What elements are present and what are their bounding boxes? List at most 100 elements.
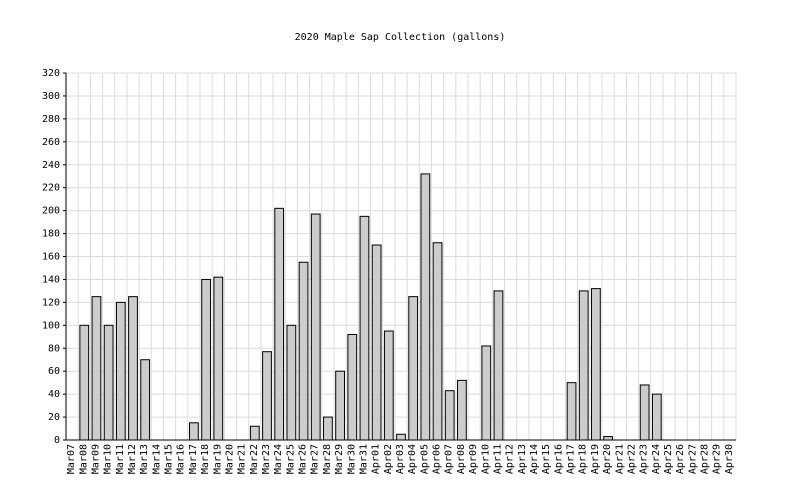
bar bbox=[140, 359, 151, 441]
x-tick-label: Mar24 bbox=[273, 444, 284, 474]
bar bbox=[201, 278, 211, 441]
bar bbox=[493, 290, 504, 441]
y-tick-label: 180 bbox=[42, 229, 60, 240]
x-tick-label: Apr27 bbox=[687, 444, 698, 474]
x-tick-label: Apr29 bbox=[712, 444, 723, 474]
x-tick-label: Apr14 bbox=[529, 444, 540, 474]
x-tick-label: Apr25 bbox=[663, 444, 674, 474]
x-tick-label: Mar13 bbox=[139, 444, 150, 474]
x-tick-label: Apr16 bbox=[553, 444, 564, 474]
bar bbox=[323, 416, 333, 441]
x-tick-label: Mar28 bbox=[322, 444, 333, 474]
x-tick-label: Apr02 bbox=[383, 444, 394, 474]
bar bbox=[335, 370, 345, 441]
x-tick-label: Mar16 bbox=[176, 444, 187, 474]
x-tick-label: Apr13 bbox=[517, 444, 528, 474]
x-tick-label: Apr24 bbox=[651, 444, 662, 474]
y-tick-label: 120 bbox=[42, 297, 60, 308]
y-tick-label: 60 bbox=[48, 366, 60, 377]
y-tick-label: 40 bbox=[48, 389, 60, 400]
x-tick-label: Mar20 bbox=[224, 444, 235, 474]
y-tick-label: 0 bbox=[54, 435, 60, 446]
x-tick-label: Mar30 bbox=[346, 444, 357, 474]
x-tick-label: Apr15 bbox=[541, 444, 552, 474]
bar bbox=[408, 296, 419, 441]
bar bbox=[566, 382, 577, 441]
bar bbox=[371, 244, 382, 441]
x-tick-label: Mar29 bbox=[334, 444, 345, 474]
x-tick-label: Apr10 bbox=[480, 444, 491, 474]
x-tick-label: Mar11 bbox=[115, 444, 126, 474]
x-tick-label: Mar31 bbox=[358, 444, 369, 474]
bar bbox=[444, 390, 455, 441]
bar bbox=[79, 324, 90, 441]
x-tick-label: Mar08 bbox=[78, 444, 89, 474]
x-tick-label: Mar10 bbox=[103, 444, 114, 474]
x-tick-label: Apr07 bbox=[444, 444, 455, 474]
x-tick-label: Mar07 bbox=[66, 444, 77, 474]
x-tick-label: Apr11 bbox=[492, 444, 503, 474]
y-tick-label: 140 bbox=[42, 274, 60, 285]
bar bbox=[128, 296, 138, 441]
y-tick-label: 260 bbox=[42, 137, 60, 148]
bar bbox=[115, 301, 126, 441]
bar bbox=[249, 425, 260, 441]
x-tick-label: Apr09 bbox=[468, 444, 479, 474]
bar bbox=[103, 324, 114, 441]
x-tick-label: Apr03 bbox=[395, 444, 406, 474]
x-tick-label: Apr06 bbox=[432, 444, 443, 474]
x-tick-label: Apr18 bbox=[578, 444, 589, 474]
bar bbox=[603, 436, 613, 441]
bar bbox=[639, 384, 650, 441]
y-tick-label: 300 bbox=[42, 91, 60, 102]
y-tick-label: 100 bbox=[42, 320, 60, 331]
x-tick-label: Apr17 bbox=[566, 444, 577, 474]
x-tick-label: Apr26 bbox=[675, 444, 686, 474]
x-tick-label: Mar09 bbox=[90, 444, 101, 474]
bar bbox=[274, 207, 285, 441]
x-tick-label: Mar21 bbox=[237, 444, 248, 474]
x-tick-label: Apr23 bbox=[639, 444, 650, 474]
bar bbox=[396, 433, 406, 441]
x-tick-label: Mar26 bbox=[298, 444, 309, 474]
x-tick-label: Apr04 bbox=[407, 444, 418, 474]
y-tick-label: 220 bbox=[42, 183, 60, 194]
x-tick-label: Mar23 bbox=[261, 444, 272, 474]
x-tick-label: Apr21 bbox=[614, 444, 625, 474]
bar bbox=[591, 288, 601, 441]
bar bbox=[432, 242, 443, 441]
bar bbox=[213, 276, 224, 441]
bar bbox=[298, 261, 309, 441]
bar bbox=[481, 345, 492, 441]
x-tick-label: Apr12 bbox=[505, 444, 516, 474]
x-tick-label: Apr30 bbox=[724, 444, 735, 474]
y-tick-label: 80 bbox=[48, 343, 60, 354]
x-tick-label: Mar22 bbox=[249, 444, 260, 474]
bar bbox=[420, 173, 431, 441]
bar bbox=[457, 379, 467, 441]
y-tick-label: 160 bbox=[42, 252, 60, 263]
x-tick-label: Mar18 bbox=[200, 444, 211, 474]
y-tick-label: 20 bbox=[48, 412, 60, 423]
y-tick-label: 320 bbox=[42, 68, 60, 79]
y-tick-label: 200 bbox=[42, 206, 60, 217]
x-tick-label: Apr01 bbox=[371, 444, 382, 474]
bar bbox=[383, 330, 394, 441]
x-tick-label: Apr08 bbox=[456, 444, 467, 474]
x-tick-label: Mar25 bbox=[285, 444, 296, 474]
bar bbox=[347, 333, 358, 441]
y-tick-label: 240 bbox=[42, 160, 60, 171]
bar bbox=[286, 324, 297, 441]
bar bbox=[91, 296, 102, 441]
y-tick-label: 280 bbox=[42, 114, 60, 125]
bar bbox=[189, 422, 199, 441]
x-tick-label: Apr28 bbox=[700, 444, 711, 474]
chart-title: 2020 Maple Sap Collection (gallons) bbox=[295, 32, 506, 43]
x-tick-label: Mar27 bbox=[310, 444, 321, 474]
x-tick-label: Apr20 bbox=[602, 444, 613, 474]
x-tick-label: Mar14 bbox=[151, 444, 162, 474]
bar bbox=[262, 351, 272, 441]
bar bbox=[310, 213, 321, 441]
